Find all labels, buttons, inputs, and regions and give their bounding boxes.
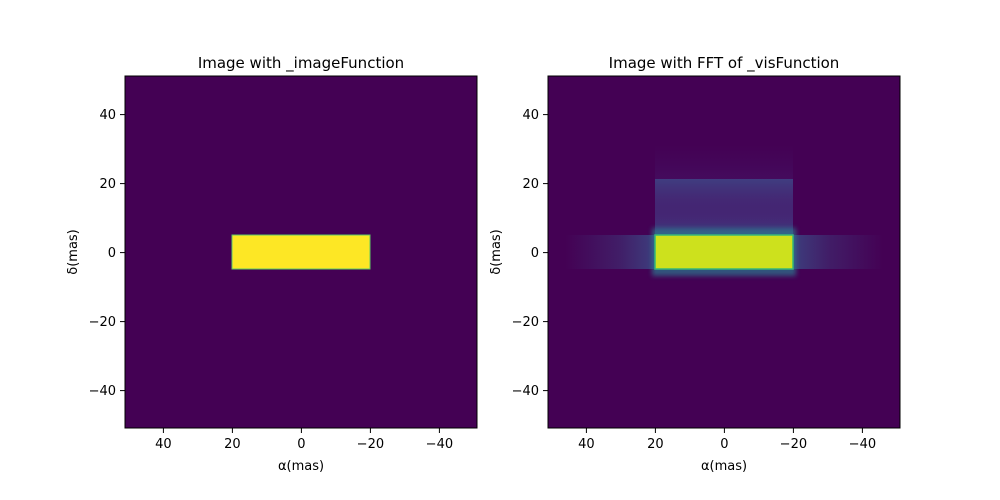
- right-title: Image with FFT of _visFunction: [609, 54, 840, 73]
- left-y-tick-label: −20: [89, 315, 116, 330]
- left-x-tick-label: 40: [155, 437, 172, 452]
- left-y-tick-label: 40: [99, 108, 116, 123]
- right-y-tick-label: −20: [512, 315, 539, 330]
- left-x-axis-label: α(mas): [278, 459, 324, 474]
- left-x-ticks: 40 20 0 −20 −40: [155, 428, 453, 452]
- right-x-axis-label: α(mas): [701, 459, 747, 474]
- horizontal-sidelobe-left: [565, 235, 655, 269]
- right-x-tick-label: −40: [849, 437, 876, 452]
- right-y-tick-label: −40: [512, 384, 539, 399]
- left-source-rectangle: [231, 234, 371, 270]
- right-x-tick-label: 20: [647, 437, 664, 452]
- horizontal-sidelobe-right: [793, 235, 883, 269]
- left-y-ticks: 40 20 0 −20 −40: [89, 108, 125, 399]
- right-x-tick-label: 40: [578, 437, 595, 452]
- left-x-tick-label: −40: [426, 437, 453, 452]
- right-x-tick-label: 0: [720, 437, 728, 452]
- left-y-tick-label: 0: [108, 246, 116, 261]
- left-y-tick-label: 20: [99, 177, 116, 192]
- right-x-tick-label: −20: [780, 437, 807, 452]
- right-y-tick-label: 0: [531, 246, 539, 261]
- left-x-tick-label: 0: [297, 437, 305, 452]
- right-y-ticks: 40 20 0 −20 −40: [512, 108, 548, 399]
- right-y-axis-label: δ(mas): [489, 229, 504, 275]
- left-panel: Image with _imageFunction 40 20 0 −20 −4…: [66, 54, 478, 474]
- left-x-tick-label: −20: [357, 437, 384, 452]
- right-source-rectangle: [654, 234, 794, 270]
- right-x-ticks: 40 20 0 −20 −40: [578, 428, 876, 452]
- right-y-tick-label: 20: [522, 177, 539, 192]
- right-y-tick-label: 40: [522, 108, 539, 123]
- left-y-axis-label: δ(mas): [66, 229, 81, 275]
- left-x-tick-label: 20: [224, 437, 241, 452]
- left-y-tick-label: −40: [89, 384, 116, 399]
- left-title: Image with _imageFunction: [198, 54, 404, 73]
- right-panel: Image with FFT of _visFunction 40 20 0 −…: [489, 54, 901, 474]
